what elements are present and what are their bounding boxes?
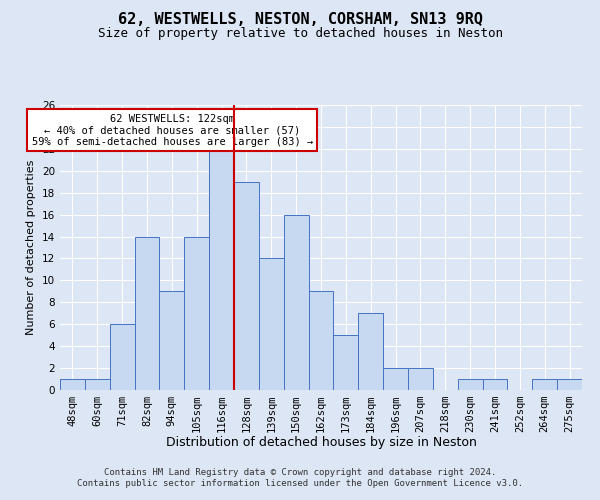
Bar	[408, 368, 433, 390]
Text: Contains HM Land Registry data © Crown copyright and database right 2024.
Contai: Contains HM Land Registry data © Crown c…	[77, 468, 523, 487]
Bar	[358, 314, 383, 390]
Bar	[259, 258, 284, 390]
Y-axis label: Number of detached properties: Number of detached properties	[26, 160, 37, 335]
Bar	[160, 292, 184, 390]
Bar	[110, 324, 134, 390]
Text: 62 WESTWELLS: 122sqm
← 40% of detached houses are smaller (57)
59% of semi-detac: 62 WESTWELLS: 122sqm ← 40% of detached h…	[32, 114, 313, 147]
Bar	[184, 236, 209, 390]
Bar	[334, 335, 358, 390]
Bar	[234, 182, 259, 390]
Bar	[209, 149, 234, 390]
Text: Size of property relative to detached houses in Neston: Size of property relative to detached ho…	[97, 28, 503, 40]
Bar	[60, 379, 85, 390]
Bar	[557, 379, 582, 390]
Bar	[284, 214, 308, 390]
Text: Distribution of detached houses by size in Neston: Distribution of detached houses by size …	[166, 436, 476, 449]
Bar	[134, 236, 160, 390]
Bar	[458, 379, 482, 390]
Bar	[308, 292, 334, 390]
Bar	[383, 368, 408, 390]
Text: 62, WESTWELLS, NESTON, CORSHAM, SN13 9RQ: 62, WESTWELLS, NESTON, CORSHAM, SN13 9RQ	[118, 12, 482, 28]
Bar	[482, 379, 508, 390]
Bar	[532, 379, 557, 390]
Bar	[85, 379, 110, 390]
